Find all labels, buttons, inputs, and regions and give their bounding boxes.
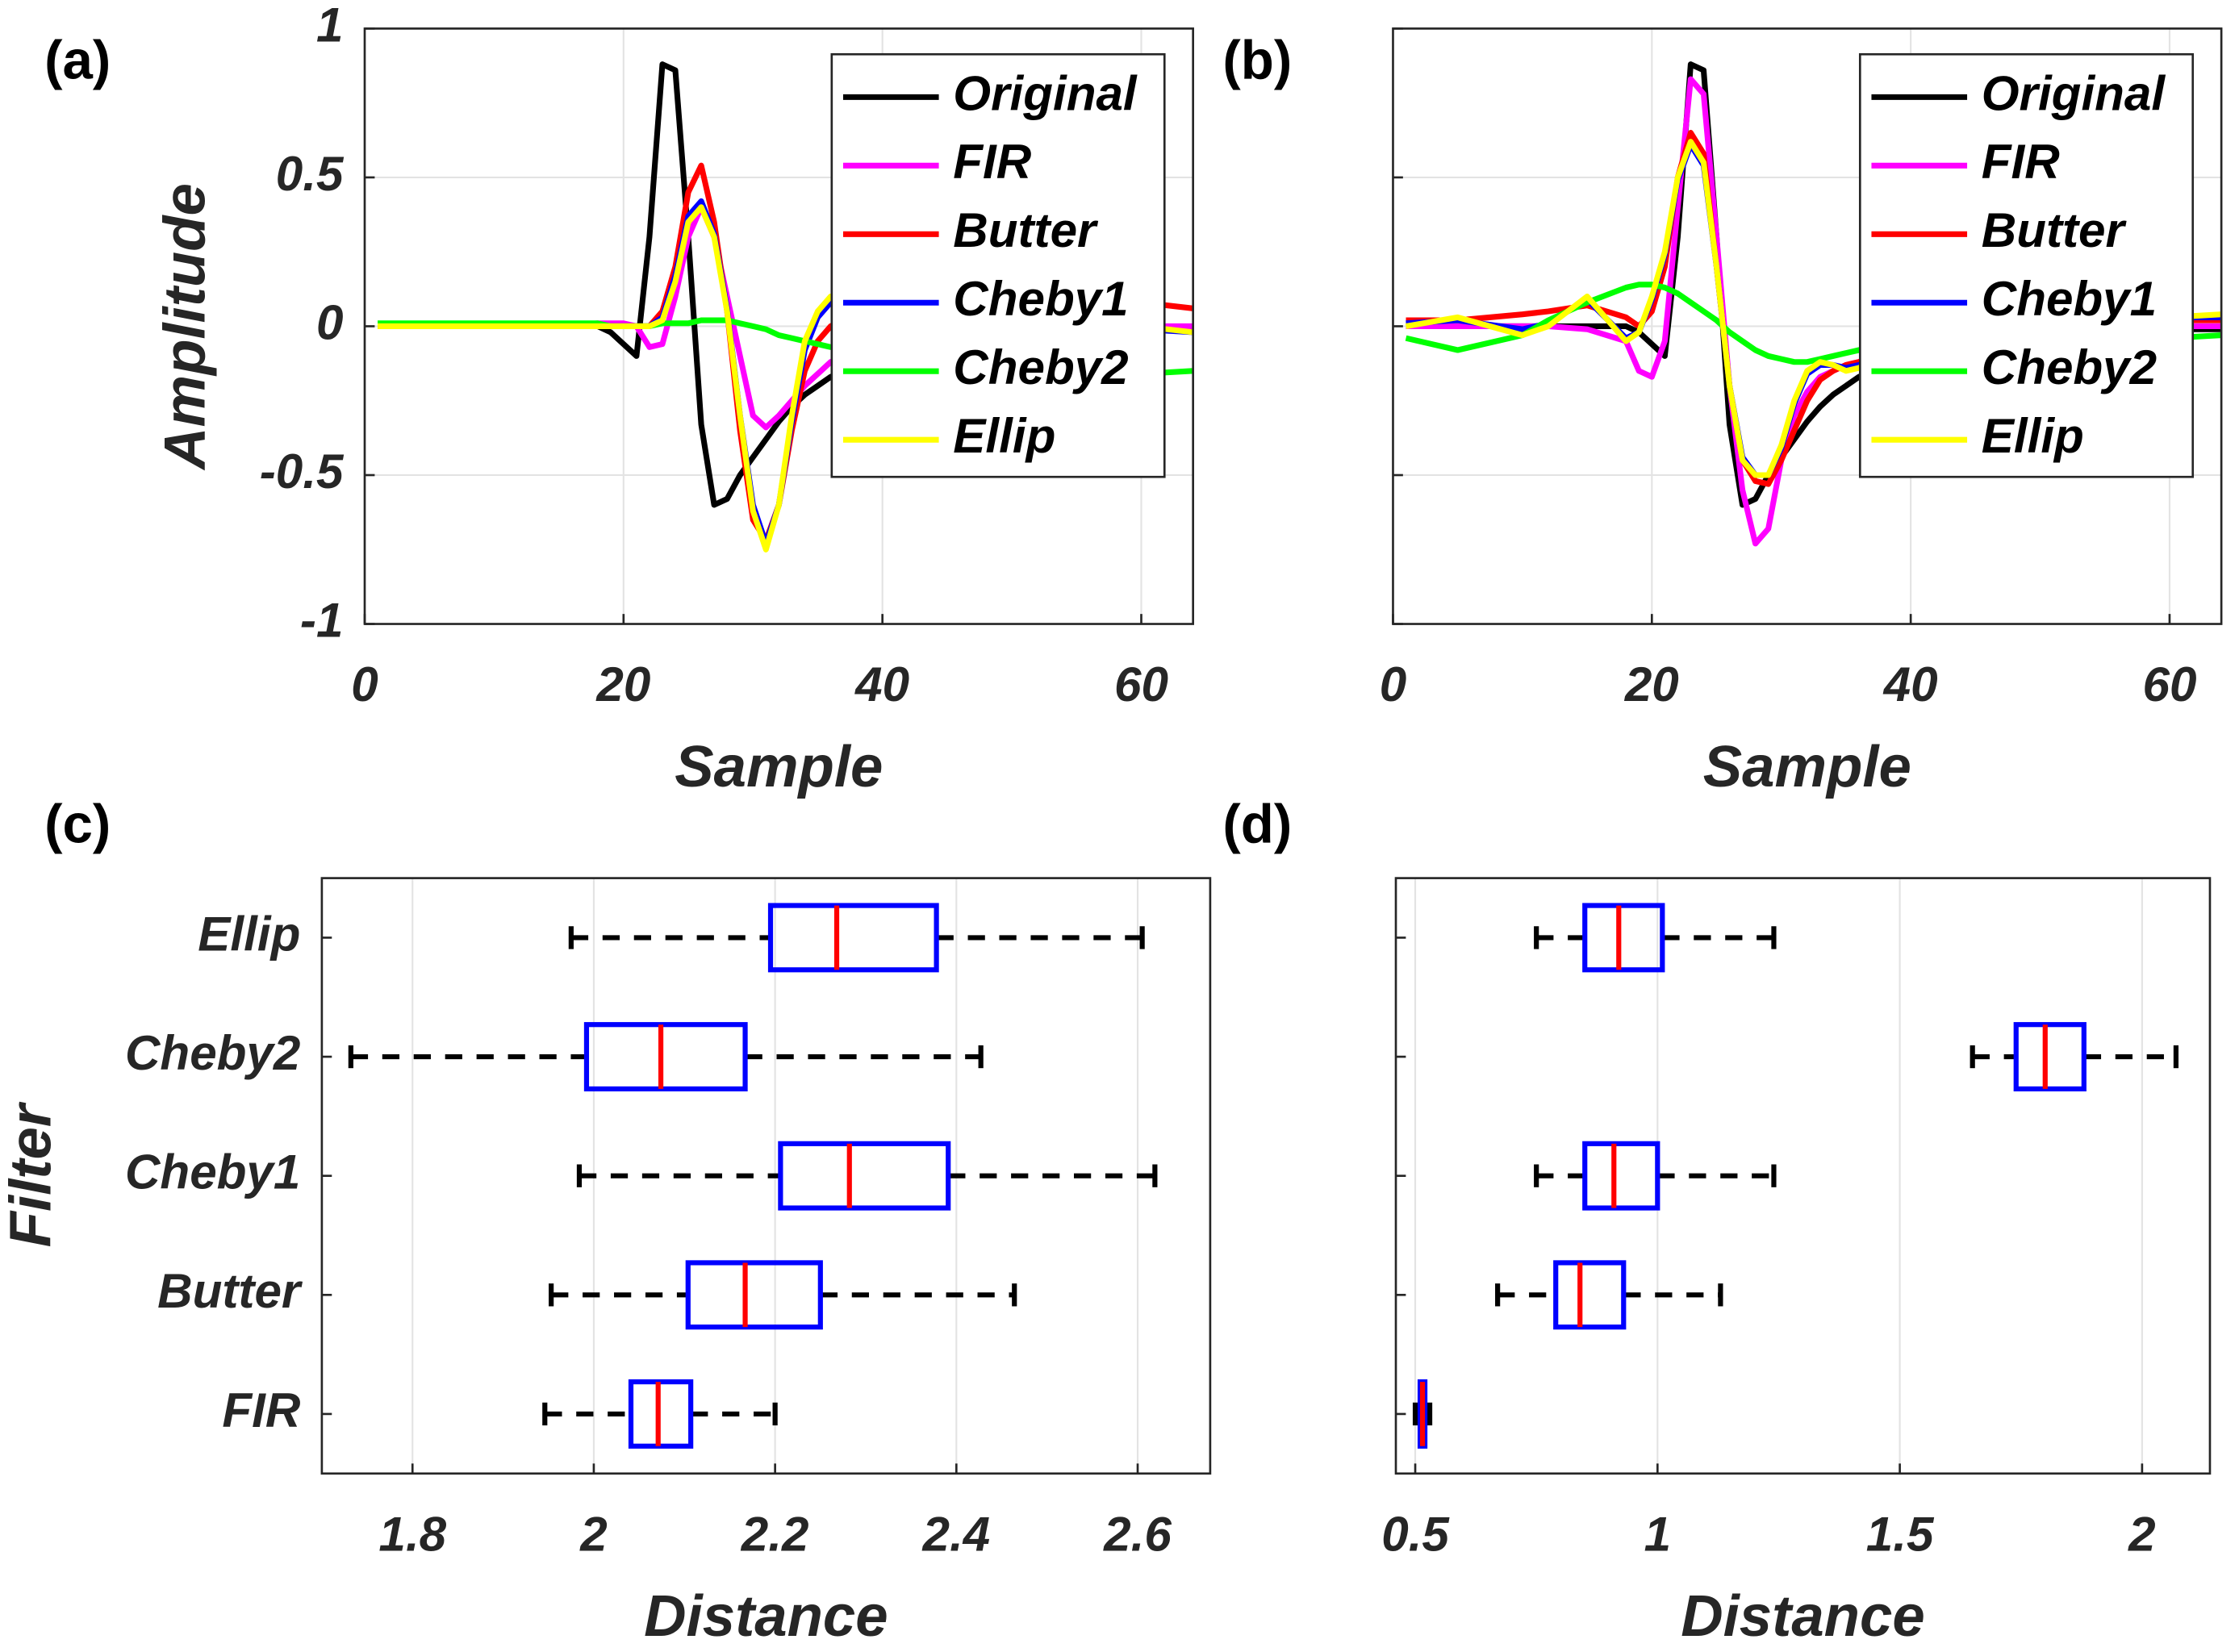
legend-box <box>830 52 1166 478</box>
y-tick-label: 0.5 <box>276 147 345 201</box>
legend-label: Original <box>953 66 1138 120</box>
axes-frame <box>1392 27 2223 625</box>
x-tick-label: 1.8 <box>378 1507 446 1561</box>
panel-label: (b) <box>1222 30 1292 90</box>
y-axis-label: Amplitude <box>152 183 217 471</box>
y-tick-label: Cheby2 <box>125 1026 300 1080</box>
x-tick-label: 0 <box>351 657 378 711</box>
box <box>778 1141 951 1211</box>
plot-area <box>1396 878 2210 1474</box>
legend-label: Ellip <box>1982 409 2084 463</box>
x-tick-label: 40 <box>854 657 909 711</box>
legend-label: Original <box>1982 66 2166 120</box>
x-tick-label: 40 <box>1883 657 1938 711</box>
x-tick-label: 2 <box>579 1507 607 1561</box>
plot-area <box>321 878 1210 1474</box>
x-tick-label: 2.2 <box>741 1507 809 1561</box>
x-axis-label: Distance <box>644 1583 888 1649</box>
box <box>628 1379 694 1449</box>
legend-label: Butter <box>953 203 1099 257</box>
box <box>583 1022 748 1092</box>
x-tick-label: 1.5 <box>1866 1507 1935 1561</box>
legend-label: Cheby2 <box>953 340 1128 394</box>
y-axis-label: Filter <box>0 1101 63 1247</box>
box <box>1582 903 1665 973</box>
y-tick-label: -1 <box>300 593 344 647</box>
panel-label: (a) <box>44 30 111 90</box>
legend-label: Cheby1 <box>953 272 1128 326</box>
x-tick-label: 1 <box>1644 1507 1671 1561</box>
legend-label: FIR <box>1982 135 2060 189</box>
legend-label: Cheby1 <box>1982 272 2157 326</box>
legend-label: FIR <box>953 135 1031 189</box>
y-tick-label: FIR <box>222 1383 300 1437</box>
y-tick-label: -0.5 <box>260 444 345 499</box>
x-tick-label: 20 <box>595 657 650 711</box>
x-tick-label: 60 <box>1114 657 1168 711</box>
box <box>1582 1141 1660 1211</box>
y-tick-label: Ellip <box>198 907 300 961</box>
box <box>685 1260 823 1330</box>
y-tick-label: Cheby1 <box>125 1145 300 1199</box>
panel-label: (d) <box>1222 794 1292 854</box>
x-axis-label: Distance <box>1681 1583 1924 1649</box>
x-tick-label: 60 <box>2142 657 2196 711</box>
x-axis-label: Sample <box>1703 734 1911 799</box>
x-axis-label: Sample <box>675 734 883 799</box>
x-tick-label: 2.4 <box>922 1507 991 1561</box>
axes-frame <box>363 27 1194 625</box>
y-tick-label: 1 <box>316 0 343 52</box>
box <box>1553 1260 1627 1330</box>
axes-frame <box>320 877 1212 1475</box>
y-tick-label: Butter <box>157 1264 303 1318</box>
axes-frame <box>1394 877 2212 1475</box>
y-tick-label: 0 <box>316 295 343 349</box>
box <box>767 903 939 973</box>
legend-label: Cheby2 <box>1982 340 2157 394</box>
x-tick-label: 2 <box>2128 1507 2155 1561</box>
x-tick-label: 0 <box>1380 657 1406 711</box>
box <box>2013 1022 2087 1092</box>
x-tick-label: 0.5 <box>1381 1507 1450 1561</box>
legend-label: Ellip <box>953 409 1055 463</box>
x-tick-label: 2.6 <box>1103 1507 1172 1561</box>
panel-label: (c) <box>44 794 111 854</box>
x-tick-label: 20 <box>1624 657 1679 711</box>
legend-box <box>1858 52 2195 478</box>
legend-label: Butter <box>1982 203 2128 257</box>
